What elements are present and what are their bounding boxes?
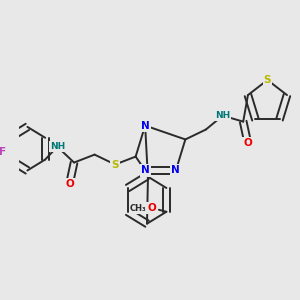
Text: NH: NH	[215, 111, 230, 120]
Text: S: S	[111, 160, 119, 170]
Text: N: N	[141, 166, 149, 176]
Text: O: O	[147, 203, 156, 213]
Text: O: O	[65, 179, 74, 189]
Text: O: O	[244, 138, 252, 148]
Text: CH₃: CH₃	[130, 204, 147, 213]
Text: F: F	[0, 147, 6, 157]
Text: N: N	[141, 121, 149, 130]
Text: S: S	[264, 75, 271, 85]
Text: NH: NH	[50, 142, 65, 151]
Text: N: N	[172, 166, 180, 176]
